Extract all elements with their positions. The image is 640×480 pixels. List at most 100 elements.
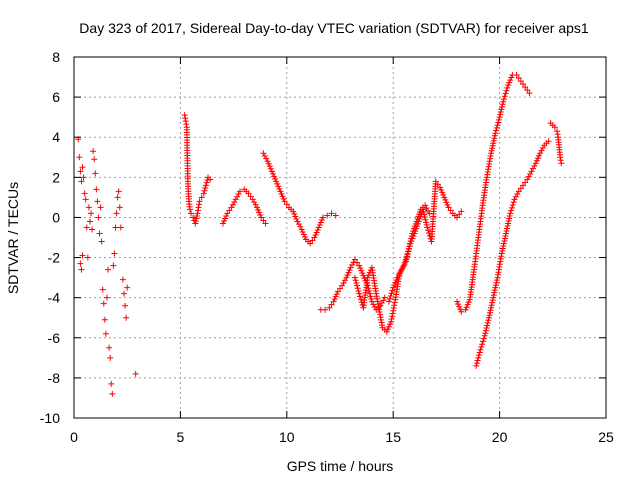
data-point bbox=[506, 215, 513, 222]
data-point bbox=[257, 211, 264, 218]
series-arc-7h bbox=[219, 186, 269, 227]
data-point bbox=[498, 106, 505, 113]
data-point bbox=[391, 282, 398, 289]
data-point bbox=[276, 185, 283, 192]
data-point bbox=[297, 223, 304, 230]
data-point bbox=[245, 190, 252, 197]
data-point bbox=[473, 360, 480, 367]
data-point bbox=[300, 231, 307, 238]
data-point bbox=[557, 154, 564, 161]
data-point bbox=[81, 190, 88, 197]
data-point bbox=[399, 265, 406, 272]
data-point bbox=[390, 284, 397, 291]
data-point bbox=[492, 130, 499, 137]
data-point bbox=[438, 186, 445, 193]
data-point bbox=[268, 168, 275, 175]
data-point bbox=[222, 215, 229, 222]
data-point bbox=[332, 293, 339, 300]
data-point bbox=[387, 321, 394, 328]
data-point bbox=[393, 277, 400, 284]
data-point bbox=[401, 261, 408, 268]
data-point bbox=[203, 179, 210, 186]
data-point bbox=[507, 77, 514, 84]
data-point bbox=[385, 298, 392, 305]
data-point bbox=[501, 235, 508, 242]
data-point bbox=[508, 204, 515, 211]
data-point bbox=[402, 258, 409, 265]
data-point bbox=[398, 266, 405, 273]
data-point bbox=[317, 219, 324, 226]
data-point bbox=[400, 262, 407, 269]
data-point bbox=[273, 178, 280, 185]
data-point bbox=[311, 234, 318, 241]
data-point bbox=[499, 248, 506, 255]
data-point bbox=[277, 188, 284, 195]
data-point bbox=[354, 259, 361, 266]
data-point bbox=[501, 93, 508, 100]
data-point bbox=[440, 191, 447, 198]
data-point bbox=[409, 235, 416, 242]
axis-ticks bbox=[73, 56, 607, 419]
data-point bbox=[520, 81, 527, 88]
data-point bbox=[499, 101, 506, 108]
data-point bbox=[328, 210, 335, 217]
data-point bbox=[398, 267, 405, 274]
data-point bbox=[442, 196, 449, 203]
data-point bbox=[506, 79, 513, 86]
y-tick-label: -2 bbox=[48, 250, 61, 266]
data-point bbox=[420, 209, 427, 216]
data-point bbox=[229, 201, 236, 208]
series-early-scatter-d bbox=[111, 188, 139, 377]
data-point bbox=[474, 357, 481, 364]
data-point bbox=[475, 354, 482, 361]
x-tick-label: 5 bbox=[177, 429, 185, 445]
data-point bbox=[307, 240, 314, 247]
data-point bbox=[527, 170, 534, 177]
data-point bbox=[421, 211, 428, 218]
data-point bbox=[316, 221, 323, 228]
data-point bbox=[202, 182, 209, 189]
data-point bbox=[390, 304, 397, 311]
data-point bbox=[328, 301, 335, 308]
data-point bbox=[102, 330, 109, 337]
data-point bbox=[294, 218, 301, 225]
data-point bbox=[488, 150, 495, 157]
series-arc-18h bbox=[454, 72, 533, 315]
data-point bbox=[487, 309, 494, 316]
data-point bbox=[481, 332, 488, 339]
data-point bbox=[509, 202, 516, 209]
data-point bbox=[122, 302, 129, 309]
data-point bbox=[533, 157, 540, 164]
data-point bbox=[554, 128, 561, 135]
data-point bbox=[364, 274, 371, 281]
data-point bbox=[488, 304, 495, 311]
series-arc-5h bbox=[181, 112, 214, 227]
data-point bbox=[406, 243, 413, 250]
data-point bbox=[261, 152, 268, 159]
data-point bbox=[425, 230, 432, 237]
data-point bbox=[457, 306, 464, 313]
data-point bbox=[524, 176, 531, 183]
data-point bbox=[404, 253, 411, 260]
y-tick-label: -10 bbox=[40, 410, 60, 426]
data-point bbox=[249, 196, 256, 203]
data-point bbox=[508, 74, 515, 81]
data-point bbox=[113, 210, 120, 217]
data-point bbox=[397, 269, 404, 276]
data-point bbox=[476, 352, 483, 359]
data-point bbox=[193, 215, 200, 222]
data-point bbox=[301, 233, 308, 240]
data-point bbox=[83, 224, 90, 231]
data-point bbox=[388, 315, 395, 322]
data-point bbox=[292, 213, 299, 220]
grid-lines bbox=[74, 57, 606, 418]
data-point bbox=[426, 210, 433, 217]
data-point bbox=[525, 173, 532, 180]
data-point bbox=[456, 211, 463, 218]
data-point bbox=[263, 155, 270, 162]
data-point bbox=[391, 302, 398, 309]
data-point bbox=[291, 210, 298, 217]
data-point bbox=[116, 204, 123, 211]
data-point bbox=[500, 96, 507, 103]
